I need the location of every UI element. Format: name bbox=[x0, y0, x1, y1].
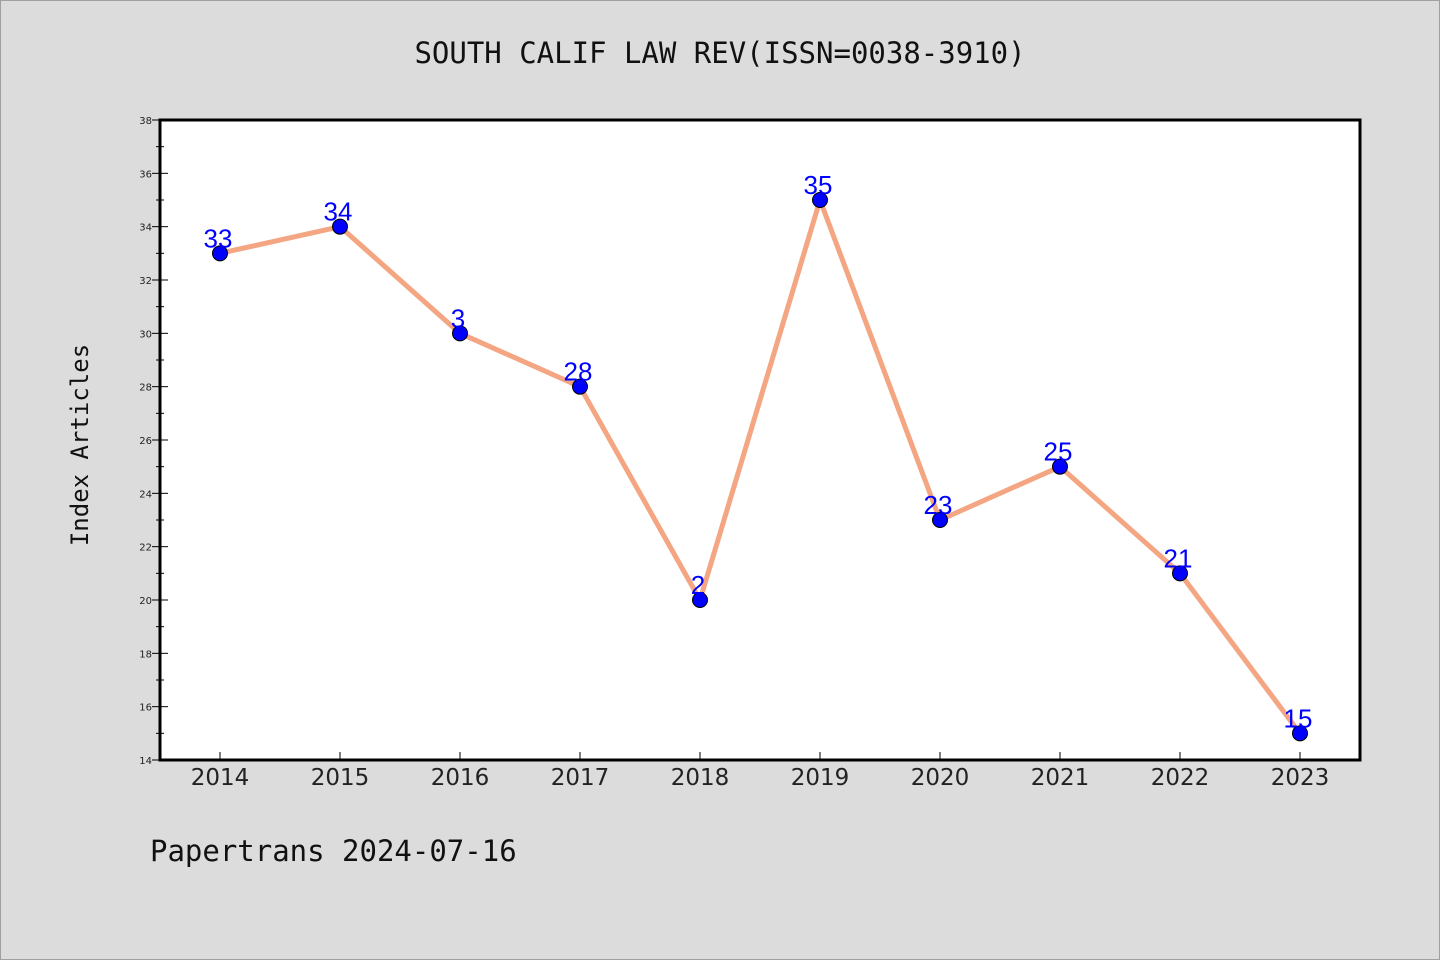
data-point bbox=[332, 218, 348, 235]
data-point bbox=[932, 512, 948, 528]
y-tick-label: 30 bbox=[139, 329, 152, 340]
x-tick-label: 2023 bbox=[1271, 765, 1330, 791]
data-label: 33 bbox=[204, 223, 233, 253]
x-tick-label: 2017 bbox=[551, 765, 610, 791]
plot-area bbox=[158, 118, 1362, 762]
data-label: 34 bbox=[324, 197, 353, 227]
data-point bbox=[812, 192, 828, 208]
y-tick-label: 18 bbox=[139, 649, 152, 660]
data-label: 15 bbox=[1284, 703, 1313, 733]
x-tick-label: 2019 bbox=[791, 765, 850, 791]
y-tick-label: 34 bbox=[139, 223, 152, 234]
x-tick-label: 2014 bbox=[191, 765, 250, 791]
y-tick-label: 36 bbox=[139, 169, 152, 180]
x-tick-label: 2015 bbox=[311, 765, 370, 791]
y-tick-label: 16 bbox=[139, 703, 152, 714]
footer-note: Papertrans 2024-07-16 bbox=[150, 834, 517, 868]
y-tick-label: 32 bbox=[139, 276, 152, 287]
data-point bbox=[452, 325, 468, 342]
x-tick-label: 2016 bbox=[431, 765, 490, 791]
y-tick-label: 26 bbox=[139, 436, 152, 447]
data-point bbox=[572, 378, 588, 395]
data-point bbox=[1292, 725, 1308, 742]
data-point bbox=[692, 592, 708, 608]
x-tick-label: 2022 bbox=[1151, 765, 1210, 791]
data-label: 25 bbox=[1044, 437, 1073, 467]
data-point bbox=[212, 245, 228, 262]
series-line bbox=[219, 197, 1302, 735]
data-label: 28 bbox=[564, 357, 593, 387]
y-tick-label: 22 bbox=[139, 543, 152, 554]
data-label: 35 bbox=[804, 170, 833, 200]
data-label: 2 bbox=[691, 570, 705, 600]
data-label: 21 bbox=[1164, 543, 1193, 573]
y-tick-label: 24 bbox=[139, 489, 152, 500]
data-label: 23 bbox=[924, 490, 953, 520]
x-tick-label: 2020 bbox=[911, 765, 970, 791]
chart-title: SOUTH CALIF LAW REV(ISSN=0038-3910) bbox=[414, 36, 1026, 70]
y-tick-label: 38 bbox=[139, 116, 152, 127]
data-point bbox=[1172, 565, 1188, 582]
x-tick-label: 2018 bbox=[671, 765, 730, 791]
x-tick-label: 2021 bbox=[1031, 765, 1090, 791]
y-tick-label: 20 bbox=[139, 596, 152, 607]
y-tick-label: 14 bbox=[139, 756, 152, 767]
data-label: 3 bbox=[451, 303, 465, 333]
y-tick-label: 28 bbox=[139, 383, 152, 394]
data-point bbox=[1052, 458, 1068, 475]
